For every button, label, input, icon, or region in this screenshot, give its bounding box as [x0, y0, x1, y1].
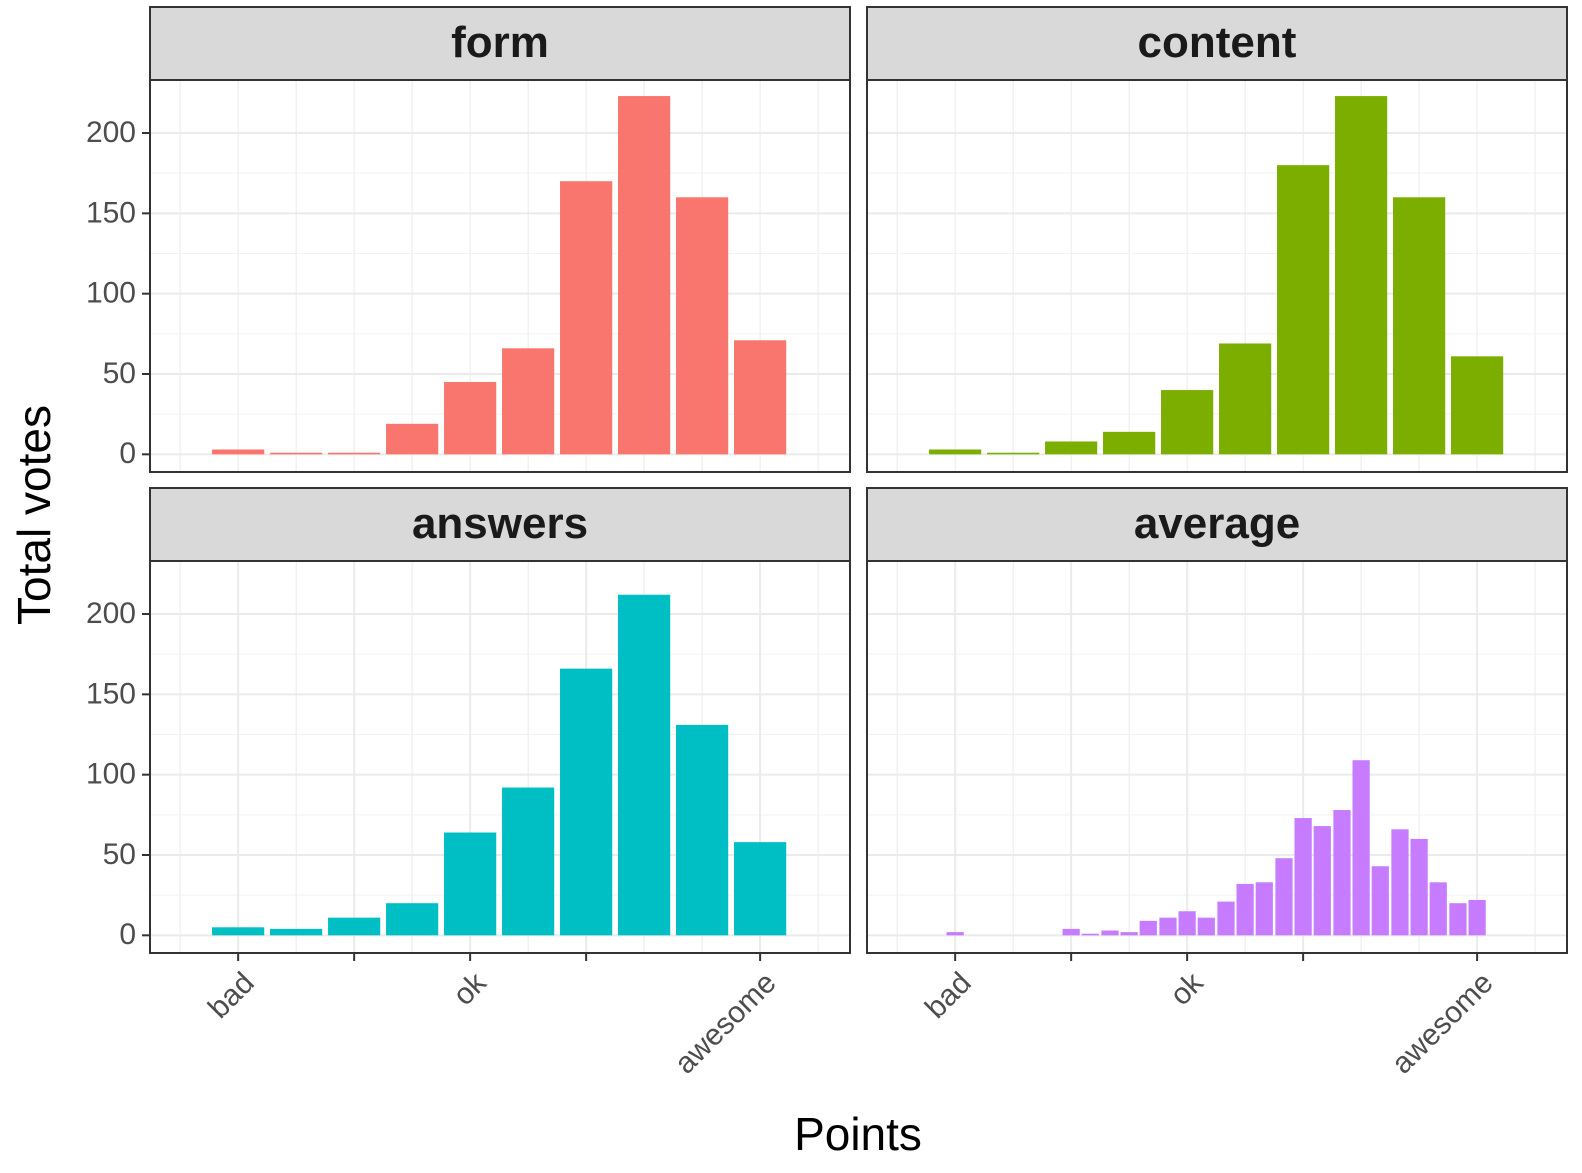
bar — [386, 423, 439, 455]
bar — [1139, 920, 1157, 936]
bar — [1101, 930, 1119, 936]
bar — [502, 787, 555, 936]
bar — [676, 724, 729, 936]
strip — [149, 6, 851, 81]
y-tick-label: 150 — [86, 196, 136, 229]
bar — [444, 382, 497, 455]
bar — [1371, 866, 1389, 936]
bar — [1393, 197, 1446, 455]
bar — [444, 832, 497, 936]
bar — [1333, 810, 1351, 936]
bar — [946, 932, 964, 936]
panel-border — [149, 560, 851, 954]
bar — [212, 449, 265, 455]
bar — [1335, 96, 1388, 455]
bar — [1159, 917, 1177, 936]
panel-bg — [867, 561, 1567, 953]
x-tick-label: awesome — [669, 966, 783, 1080]
bar — [1219, 343, 1272, 455]
bar — [734, 842, 787, 936]
bar — [270, 928, 323, 936]
panel-title: average — [1134, 499, 1300, 548]
bar — [987, 452, 1040, 455]
bar — [328, 452, 381, 455]
bar — [1236, 883, 1254, 936]
bar — [212, 927, 265, 936]
panel-title: answers — [412, 499, 588, 548]
bar — [1045, 441, 1098, 455]
bar — [1161, 390, 1214, 455]
bar — [676, 197, 729, 455]
bar — [270, 452, 323, 455]
bar — [1062, 928, 1080, 936]
bar — [560, 181, 613, 455]
panel-border — [866, 560, 1568, 954]
y-tick-label: 100 — [86, 758, 136, 791]
y-tick-label: 0 — [119, 918, 136, 951]
bar — [1120, 932, 1138, 936]
bar — [328, 917, 381, 936]
panel-border — [866, 79, 1568, 473]
panel-title: form — [451, 18, 549, 67]
bar — [1275, 858, 1293, 936]
strip — [149, 487, 851, 562]
bar — [502, 348, 555, 455]
bar — [1081, 933, 1099, 936]
y-tick-label: 50 — [103, 357, 136, 390]
y-tick-label: 0 — [119, 437, 136, 470]
bar — [1103, 431, 1156, 455]
strip — [866, 487, 1568, 562]
bar — [560, 668, 613, 936]
y-tick-label: 100 — [86, 277, 136, 310]
bar — [618, 594, 671, 936]
y-tick-label: 150 — [86, 677, 136, 710]
panel-bg — [867, 80, 1567, 472]
panel-title: content — [1138, 18, 1297, 67]
bar — [1294, 818, 1312, 936]
bar — [1352, 760, 1370, 936]
panel-bg — [150, 80, 850, 472]
bar — [1449, 903, 1467, 936]
x-tick-label: ok — [447, 966, 493, 1012]
panel-bg — [150, 561, 850, 953]
bar — [1410, 838, 1428, 936]
x-tick-label: bad — [202, 966, 261, 1025]
y-tick-label: 200 — [86, 116, 136, 149]
bar — [618, 96, 671, 455]
bar — [1391, 829, 1409, 936]
bar — [1178, 911, 1196, 936]
bar — [734, 340, 787, 455]
bar — [386, 903, 439, 936]
x-tick-label: ok — [1164, 966, 1210, 1012]
bar — [929, 449, 982, 455]
y-tick-label: 200 — [86, 597, 136, 630]
x-tick-label: bad — [919, 966, 978, 1025]
bar — [1197, 917, 1215, 936]
bar — [1429, 882, 1447, 936]
bar — [1313, 826, 1331, 936]
bar — [1217, 901, 1235, 936]
y-axis-title: Total votes — [8, 405, 60, 625]
bar — [1451, 356, 1504, 455]
panel-border — [149, 79, 851, 473]
x-tick-label: awesome — [1386, 966, 1500, 1080]
bar — [1468, 899, 1486, 936]
x-axis-title: Points — [794, 1108, 922, 1160]
bar — [1277, 165, 1330, 455]
y-tick-label: 50 — [103, 838, 136, 871]
bar — [1255, 882, 1273, 936]
